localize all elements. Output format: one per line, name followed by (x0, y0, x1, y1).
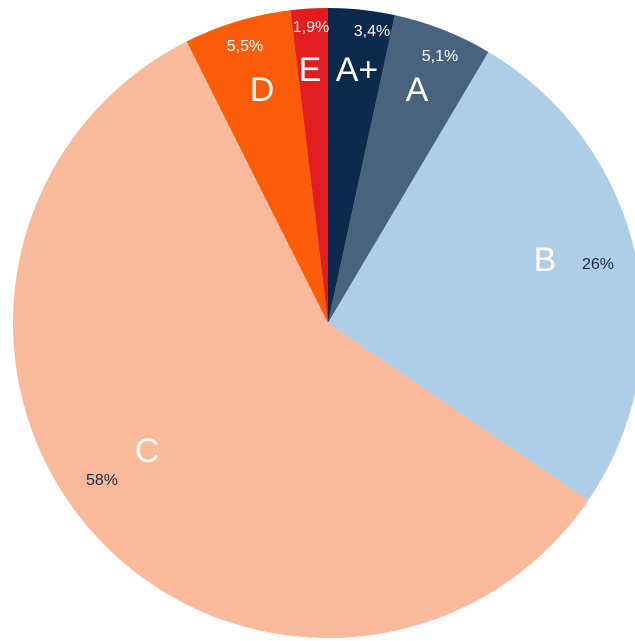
value-label: 3,4% (354, 23, 390, 40)
slice-label: B (534, 241, 557, 279)
pie-slice (328, 8, 395, 323)
slice-label: D (250, 71, 275, 109)
pie-slice (328, 15, 489, 323)
slice-label: A (406, 71, 429, 109)
value-label: 26% (582, 256, 614, 273)
slice-label: C (135, 432, 160, 470)
slice-label: A+ (336, 51, 379, 89)
value-label: 5,5% (227, 38, 263, 55)
value-label: 1,9% (293, 19, 329, 36)
pie-slice (328, 51, 635, 501)
pie-slice (290, 8, 328, 323)
value-label: 58% (86, 472, 118, 489)
pie-slice (13, 41, 589, 638)
pie-slice (186, 10, 328, 324)
value-label: 5,1% (422, 48, 458, 65)
slice-label: E (299, 51, 322, 89)
